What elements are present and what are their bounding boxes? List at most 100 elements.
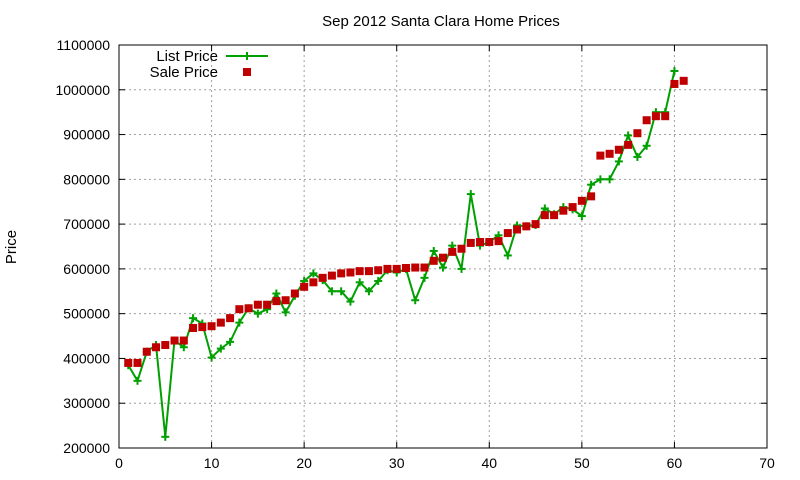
sale-price-point: [439, 253, 447, 262]
data-series: [124, 66, 688, 441]
sale-price-point: [133, 358, 142, 367]
sale-price-point: [642, 116, 651, 125]
sale-price-point: [559, 206, 568, 215]
list-price-point: [429, 246, 438, 255]
sale-price-point: [624, 140, 633, 149]
list-price-point: [614, 157, 623, 166]
y-tick-label: 1000000: [55, 82, 110, 98]
sale-price-point: [272, 297, 281, 306]
x-tick-label: 30: [389, 455, 405, 471]
sale-price-point: [198, 323, 207, 332]
sale-price-point: [522, 222, 531, 231]
sale-price-point: [513, 225, 522, 234]
sale-price-point: [300, 282, 309, 291]
list-price-point: [346, 297, 355, 306]
sale-price-point: [355, 267, 364, 276]
legend-square-swatch: [243, 68, 251, 76]
list-price-point: [633, 152, 642, 161]
list-price-point: [253, 309, 262, 318]
sale-price-point: [189, 323, 198, 332]
x-tick-label: 70: [759, 455, 775, 471]
sale-price-point: [124, 358, 133, 367]
list-price-point: [439, 263, 447, 272]
sale-price-point: [226, 314, 235, 323]
list-price-point: [605, 175, 614, 184]
legend-label: Sale Price: [150, 64, 218, 81]
list-price-point: [624, 131, 633, 140]
sale-price-point: [142, 347, 151, 356]
list-price-line: [127, 70, 676, 437]
sale-price-point: [568, 203, 577, 212]
sale-price-point: [670, 79, 679, 88]
x-tick-label: 60: [667, 455, 683, 471]
sale-price-point: [235, 305, 244, 314]
sale-price-point: [420, 263, 429, 272]
sale-price-point: [550, 211, 559, 220]
list-price-point: [457, 264, 466, 273]
sale-price-point: [531, 220, 540, 229]
sale-price-point: [476, 238, 485, 247]
y-tick-label: 500000: [63, 306, 110, 322]
sale-price-point: [374, 266, 383, 275]
y-tick-label: 700000: [63, 216, 110, 232]
sale-price-point: [448, 247, 457, 256]
sale-price-point: [577, 196, 586, 205]
list-price-point: [466, 190, 475, 199]
y-tick-label: 900000: [63, 127, 110, 143]
list-price-point: [272, 289, 281, 298]
sale-price-point: [411, 263, 420, 272]
sale-price-point: [540, 211, 549, 220]
x-tick-label: 40: [481, 455, 497, 471]
sale-price-point: [207, 322, 216, 331]
sale-price-point: [485, 238, 494, 247]
list-price-point: [587, 180, 596, 189]
y-tick-label: 300000: [63, 395, 110, 411]
sale-price-point: [244, 304, 253, 313]
axis-ticks: 200000 300000 400000 500000 600000 700000 8000…: [55, 37, 775, 471]
legend-plus-swatch: [243, 52, 251, 60]
sale-price-point: [494, 237, 503, 246]
y-tick-label: 200000: [63, 440, 110, 456]
x-tick-label: 50: [574, 455, 590, 471]
list-price-point: [337, 287, 346, 296]
sale-price-point: [170, 336, 179, 345]
x-tick-label: 0: [115, 455, 123, 471]
series-sale-price: [124, 76, 688, 367]
list-price-point: [327, 287, 336, 296]
sale-price-point: [309, 278, 318, 287]
sale-price-point: [614, 145, 623, 154]
list-price-point: [309, 269, 318, 278]
x-tick-label: 10: [204, 455, 220, 471]
list-price-point: [189, 314, 198, 323]
chart-title: Sep 2012 Santa Clara Home Prices: [322, 13, 560, 30]
grid-lines: [119, 45, 767, 448]
sale-price-point: [161, 341, 170, 350]
sale-price-point: [290, 289, 299, 298]
sale-price-point: [679, 76, 688, 85]
sale-price-point: [457, 244, 466, 253]
sale-price-point: [263, 300, 272, 309]
sale-price-point: [633, 129, 642, 138]
y-tick-label: 1100000: [57, 37, 111, 53]
sale-price-point: [605, 149, 614, 158]
list-price-point: [226, 337, 235, 346]
legend-label: List Price: [156, 48, 218, 65]
x-tick-label: 20: [296, 455, 312, 471]
list-price-point: [207, 353, 216, 362]
list-price-point: [577, 212, 586, 221]
y-axis-label: Price: [3, 230, 20, 264]
list-price-point: [281, 308, 290, 317]
sale-price-point: [152, 343, 161, 352]
sale-price-point: [587, 192, 596, 201]
y-tick-label: 400000: [63, 350, 110, 366]
sale-price-point: [401, 263, 410, 272]
sale-price-point: [216, 318, 225, 327]
sale-price-point: [179, 336, 188, 345]
sale-price-point: [596, 151, 605, 160]
list-price-point: [133, 376, 142, 385]
list-price-point: [161, 432, 170, 441]
sale-price-point: [253, 300, 262, 309]
list-price-point: [364, 287, 373, 296]
